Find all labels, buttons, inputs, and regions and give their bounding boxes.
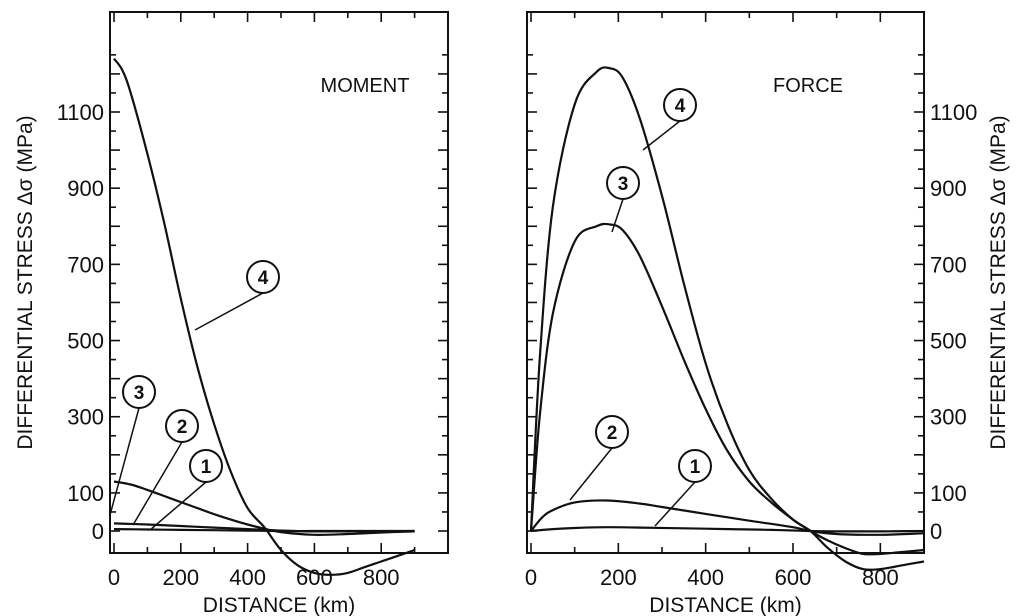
curve-tag-circle [122, 375, 156, 409]
curve-tag-circle [595, 415, 629, 449]
curve-tag-leader [132, 441, 183, 526]
y-tick-label: 1100 [930, 100, 977, 125]
x-tick-label: 400 [229, 565, 266, 590]
plot-frame [109, 11, 449, 554]
curve-3 [529, 222, 925, 556]
curve-tag-leader [194, 292, 264, 331]
curve-2 [530, 499, 925, 536]
force-panel: 0 200 400 600 80001003005007009001100DISTANC… [525, 11, 1010, 616]
y-tick-label: 500 [930, 329, 967, 354]
curve-tag-circle [663, 88, 697, 122]
curve-tag-label: 2 [177, 417, 188, 438]
y-tick-label: 0 [930, 519, 942, 544]
curve-tag-leader [149, 481, 207, 531]
curve-tag-label: 3 [134, 383, 145, 404]
curve-tag-leader [109, 407, 140, 516]
curve-2 [113, 522, 415, 533]
curve-tag-label: 1 [201, 457, 212, 478]
y-tick-label: 1100 [57, 100, 104, 125]
curve-tag-circle [246, 260, 280, 294]
curve-tag-circle [606, 166, 640, 200]
x-axis-label: DISTANCE (km) [203, 594, 355, 616]
curve-tag-leader [611, 198, 624, 233]
curve-tag-label: 2 [607, 423, 618, 444]
curve-1 [530, 526, 925, 533]
curve-tag-label: 4 [675, 96, 686, 117]
panel-title: MOMENT [321, 75, 410, 97]
curve-tag-circle [678, 449, 712, 483]
y-tick-label: 500 [67, 329, 104, 354]
curve-tag-leader [654, 481, 696, 527]
curve-tag-circle [189, 449, 223, 483]
curve-tag-leader [569, 447, 613, 501]
y-tick-label: 300 [930, 405, 967, 430]
y-axis-label: DIFFERENTIAL STRESS Δσ (MPa) [987, 115, 1010, 449]
x-tick-label: 0 [108, 565, 120, 590]
x-tick-label: 400 [687, 565, 724, 590]
moment-panel: 0 200 400 600 80001003005007009001100DISTANC… [14, 11, 449, 616]
x-tick-label: 200 [600, 565, 637, 590]
curve-tag-leader [642, 120, 681, 151]
curve-tag-label: 3 [618, 174, 629, 195]
curve-tag-label: 4 [258, 268, 269, 289]
y-tick-label: 700 [67, 252, 104, 277]
y-axis-label: DIFFERENTIAL STRESS Δσ (MPa) [14, 115, 37, 449]
curve-4 [529, 66, 925, 571]
y-tick-label: 700 [930, 252, 967, 277]
curve-tag-circle [165, 409, 199, 443]
x-tick-label: 200 [162, 565, 199, 590]
y-tick-label: 300 [67, 405, 104, 430]
y-tick-label: 0 [92, 519, 104, 544]
y-tick-label: 900 [930, 176, 967, 201]
plot-frame [526, 11, 925, 554]
y-tick-label: 100 [67, 481, 104, 506]
x-tick-label: 600 [775, 565, 812, 590]
x-axis-label: DISTANCE (km) [649, 594, 801, 616]
curve-4 [113, 58, 415, 576]
x-tick-label: 800 [363, 565, 400, 590]
y-tick-label: 900 [67, 176, 104, 201]
curve-tag-label: 1 [690, 457, 701, 478]
y-tick-label: 100 [930, 481, 967, 506]
panel-title: FORCE [773, 75, 843, 97]
x-tick-label: 0 [525, 565, 537, 590]
